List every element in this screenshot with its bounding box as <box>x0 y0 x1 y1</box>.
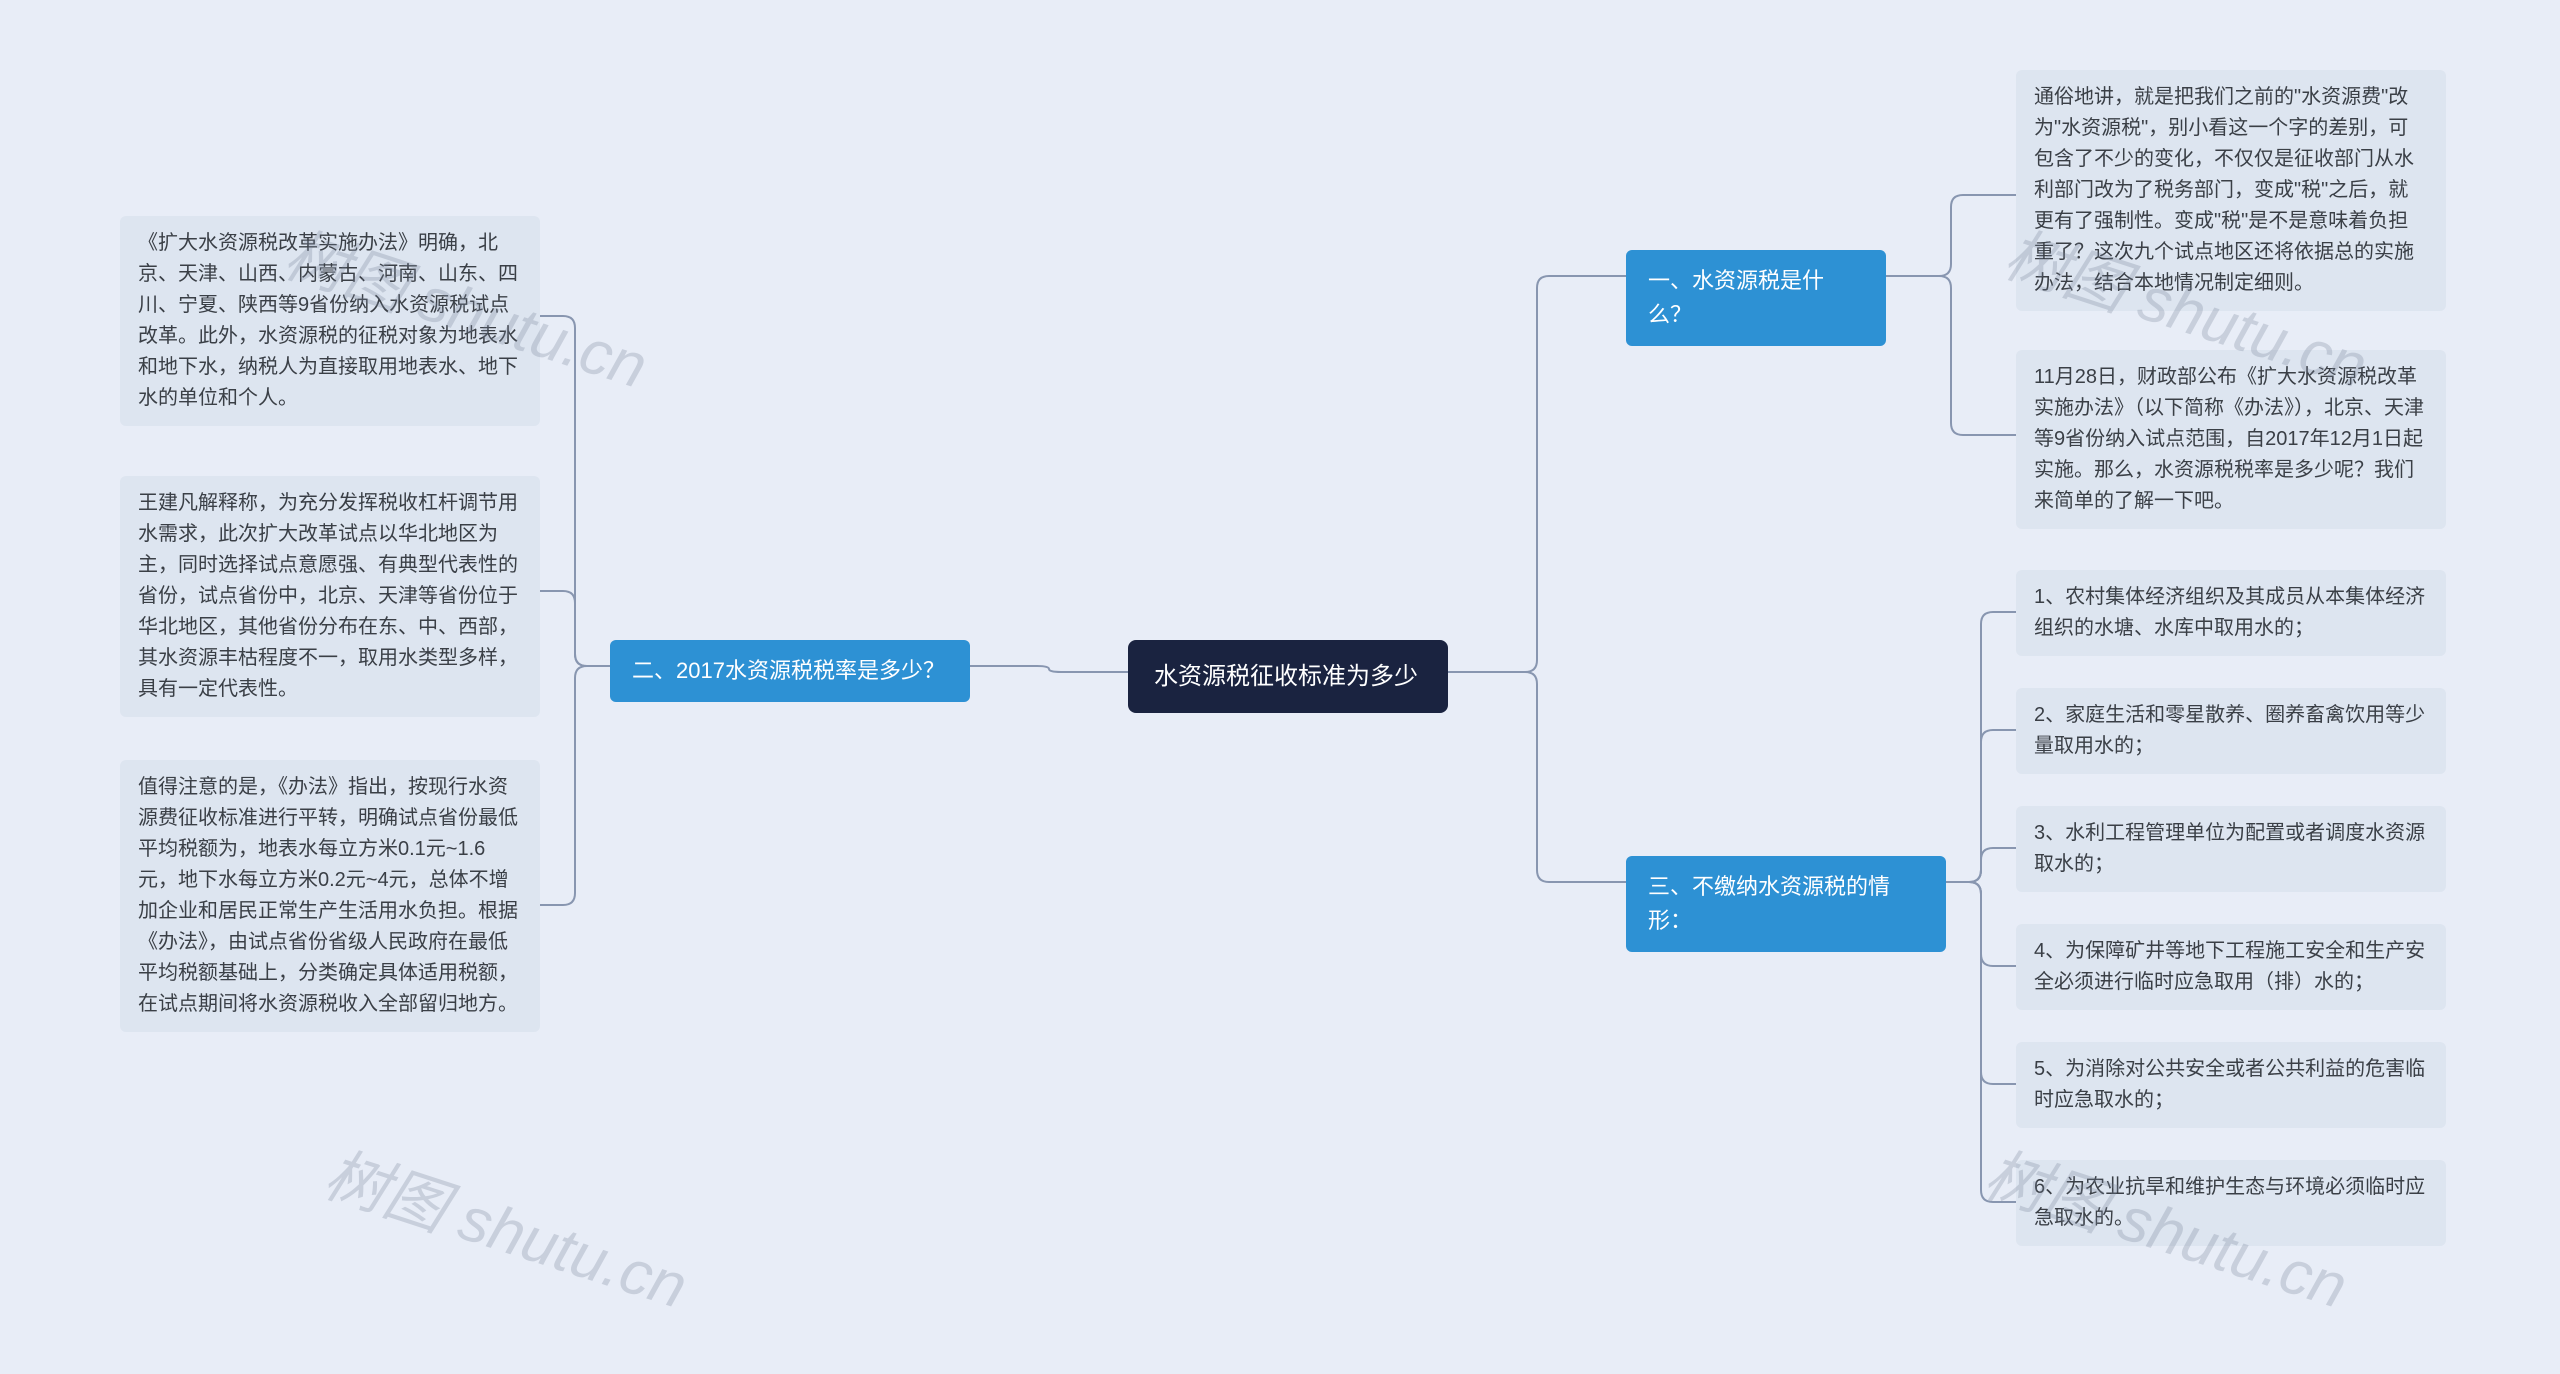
leaf-node: 王建凡解释称，为充分发挥税收杠杆调节用水需求，此次扩大改革试点以华北地区为主，同… <box>120 476 540 717</box>
leaf-node: 通俗地讲，就是把我们之前的"水资源费"改为"水资源税"，别小看这一个字的差别，可… <box>2016 70 2446 311</box>
connector-path <box>540 666 610 905</box>
branch-2: 二、2017水资源税税率是多少？ <box>610 640 970 702</box>
connector-path <box>1946 882 2016 1084</box>
connector-path <box>540 591 610 666</box>
leaf-node: 2、家庭生活和零星散养、圈养畜禽饮用等少量取用水的； <box>2016 688 2446 774</box>
leaf-node: 1、农村集体经济组织及其成员从本集体经济组织的水塘、水库中取用水的； <box>2016 570 2446 656</box>
leaf-node: 《扩大水资源税改革实施办法》明确，北京、天津、山西、内蒙古、河南、山东、四川、宁… <box>120 216 540 426</box>
connector-path <box>1946 730 2016 882</box>
leaf-node: 6、为农业抗旱和维护生态与环境必须临时应急取水的。 <box>2016 1160 2446 1246</box>
connector-path <box>1946 882 2016 1202</box>
connector-path <box>1946 848 2016 882</box>
branch-1: 一、水资源税是什么？ <box>1626 250 1886 346</box>
watermark-text: 树图 shutu.cn <box>315 1124 700 1326</box>
connector-path <box>1886 195 2016 276</box>
connector-path <box>1946 612 2016 882</box>
connector-path <box>1448 672 1626 882</box>
leaf-node: 3、水利工程管理单位为配置或者调度水资源取水的； <box>2016 806 2446 892</box>
connector-path <box>1448 276 1626 672</box>
connector-path <box>1886 276 2016 435</box>
leaf-node: 值得注意的是，《办法》指出，按现行水资源费征收标准进行平转，明确试点省份最低平均… <box>120 760 540 1032</box>
leaf-node: 5、为消除对公共安全或者公共利益的危害临时应急取水的； <box>2016 1042 2446 1128</box>
connector-path <box>540 316 610 666</box>
branch-3: 三、不缴纳水资源税的情形： <box>1626 856 1946 952</box>
leaf-node: 11月28日，财政部公布《扩大水资源税改革实施办法》（以下简称《办法》），北京、… <box>2016 350 2446 529</box>
mindmap-root: 水资源税征收标准为多少 <box>1128 640 1448 713</box>
leaf-node: 4、为保障矿井等地下工程施工安全和生产安全必须进行临时应急取用（排）水的； <box>2016 924 2446 1010</box>
connector-path <box>970 666 1128 672</box>
connector-path <box>1946 882 2016 966</box>
